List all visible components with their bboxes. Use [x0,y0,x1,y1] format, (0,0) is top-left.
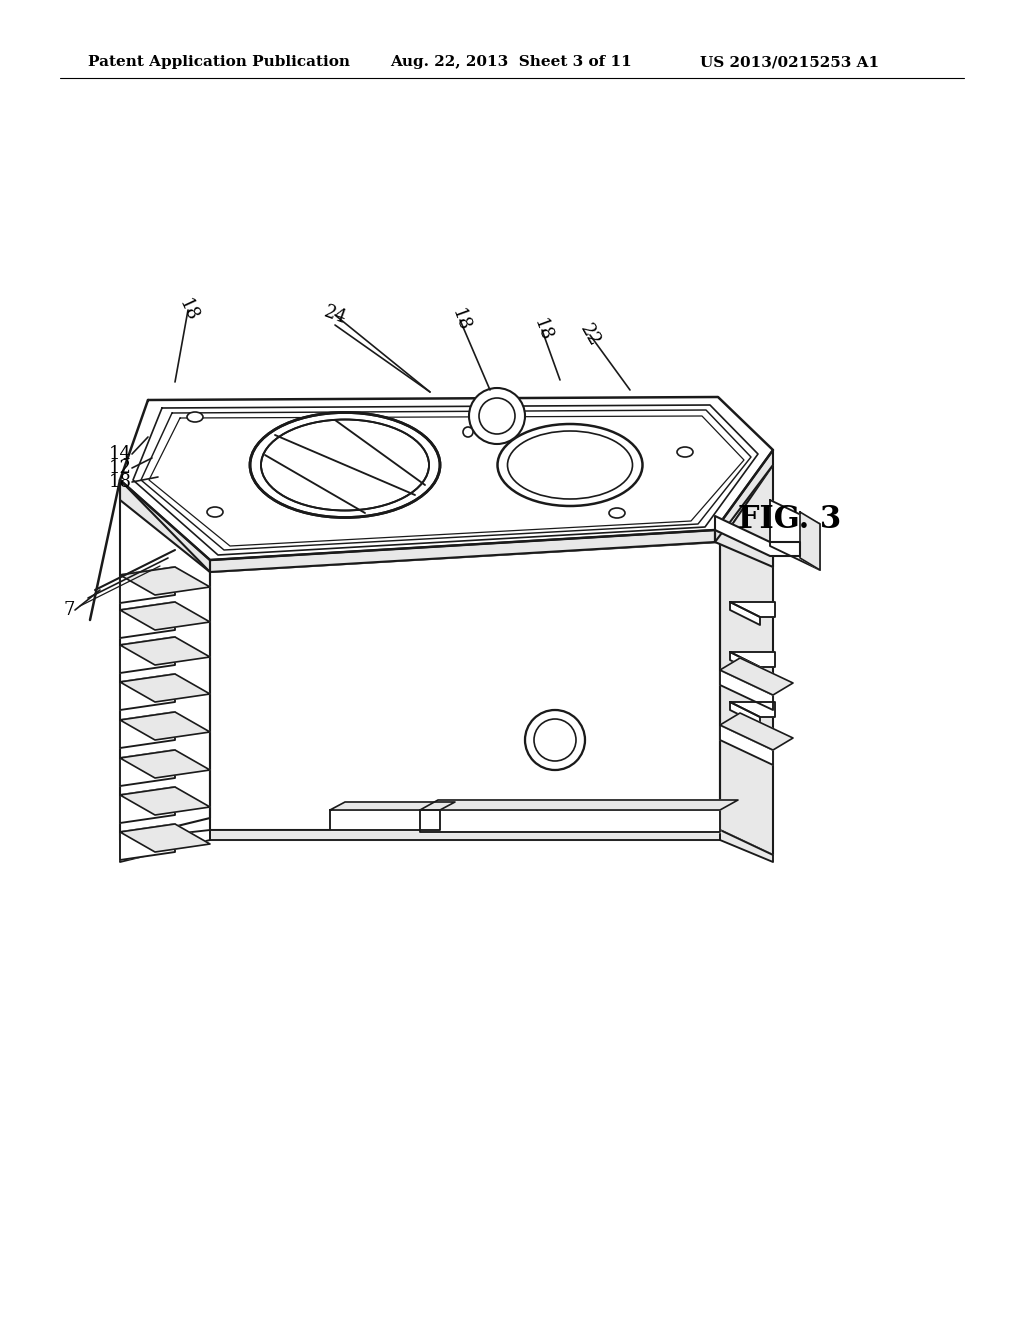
Polygon shape [720,725,773,766]
Polygon shape [120,675,210,702]
Text: 18: 18 [447,306,472,334]
Text: Aug. 22, 2013  Sheet 3 of 11: Aug. 22, 2013 Sheet 3 of 11 [390,55,632,69]
Circle shape [469,388,525,444]
Ellipse shape [261,420,429,511]
Polygon shape [720,465,773,855]
Polygon shape [800,512,820,570]
Polygon shape [120,602,175,638]
Polygon shape [120,675,175,710]
Text: 14: 14 [110,445,132,463]
Polygon shape [210,543,720,830]
Polygon shape [730,652,775,667]
Polygon shape [330,810,440,830]
Ellipse shape [250,412,440,517]
Ellipse shape [609,508,625,517]
Polygon shape [210,531,715,572]
Polygon shape [120,602,210,630]
Polygon shape [120,397,773,560]
Polygon shape [420,810,720,832]
Polygon shape [770,500,820,570]
Polygon shape [120,824,210,851]
Circle shape [463,426,473,437]
Polygon shape [730,702,775,717]
Text: 22: 22 [577,321,603,350]
Circle shape [525,710,585,770]
Polygon shape [133,405,758,554]
Text: Patent Application Publication: Patent Application Publication [88,55,350,69]
Text: 18: 18 [109,473,132,491]
Polygon shape [120,480,210,840]
Polygon shape [420,800,738,810]
Circle shape [479,399,515,434]
Text: 18: 18 [529,315,554,345]
Polygon shape [730,602,760,624]
Polygon shape [720,830,773,862]
Polygon shape [120,711,175,748]
Polygon shape [120,750,210,777]
Polygon shape [210,830,720,840]
Text: FIG. 3: FIG. 3 [738,504,842,536]
Polygon shape [330,803,455,810]
Circle shape [534,719,575,762]
Text: 7: 7 [63,601,75,619]
Ellipse shape [207,507,223,517]
Text: 24: 24 [322,302,349,327]
Polygon shape [141,411,751,550]
Polygon shape [120,787,210,814]
Polygon shape [720,713,793,750]
Ellipse shape [508,432,633,499]
Polygon shape [120,568,210,595]
Polygon shape [120,711,210,741]
Polygon shape [120,638,175,673]
Text: 12: 12 [110,459,132,477]
Polygon shape [120,830,210,862]
Text: 18: 18 [175,296,201,325]
Polygon shape [120,568,175,603]
Polygon shape [730,652,760,675]
Polygon shape [120,824,175,861]
Polygon shape [720,657,793,696]
Ellipse shape [677,447,693,457]
Polygon shape [150,416,744,546]
Polygon shape [730,602,775,616]
Polygon shape [715,531,773,568]
Polygon shape [715,516,800,556]
Ellipse shape [187,412,203,422]
Polygon shape [720,671,773,710]
Polygon shape [120,638,210,665]
Ellipse shape [498,424,642,506]
Polygon shape [715,450,773,543]
Polygon shape [120,750,175,785]
Polygon shape [120,787,175,822]
Text: US 2013/0215253 A1: US 2013/0215253 A1 [700,55,880,69]
Polygon shape [120,480,210,572]
Polygon shape [730,702,760,725]
